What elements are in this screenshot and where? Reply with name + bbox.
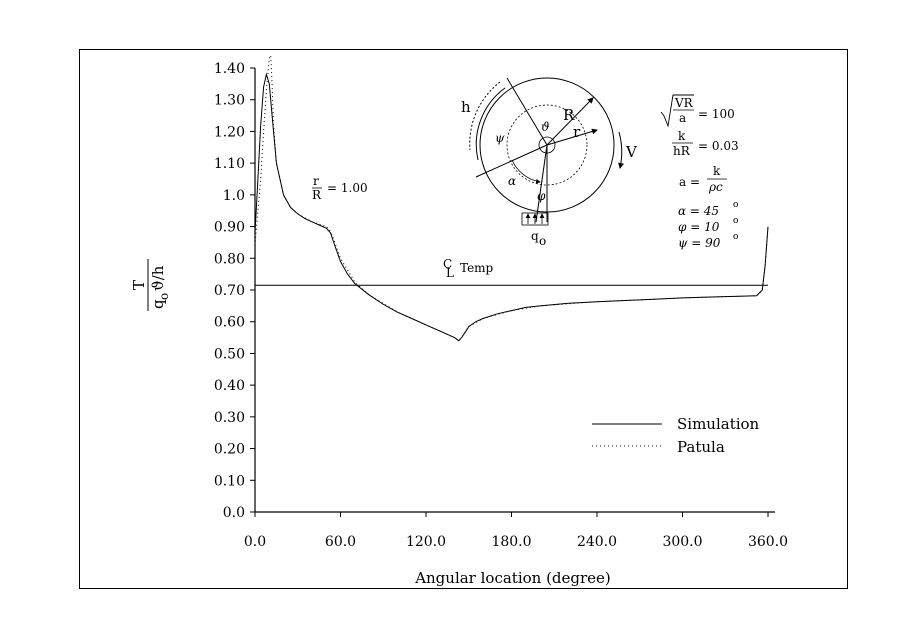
label-theta: ϑ xyxy=(541,120,550,134)
legend-simulation-label: Simulation xyxy=(677,415,760,433)
heat-flux-box xyxy=(521,212,549,226)
parameters-block: VR a = 100 k hR = 0.03 a = k ρc α = 45 o… xyxy=(660,94,739,250)
y-tick-label: 0.80 xyxy=(214,251,245,267)
param-alpha: α = 45 xyxy=(678,204,719,218)
param1-value: = 100 xyxy=(698,107,735,121)
ratio-den: R xyxy=(312,188,322,202)
param-psi-deg: o xyxy=(733,232,738,242)
param3-num: k xyxy=(713,164,721,178)
y-tick-label: 1.0 xyxy=(223,188,245,204)
rotation-arrow xyxy=(618,131,624,169)
param-psi: ψ = 90 xyxy=(678,236,721,250)
x-ticks: 0.0 60.0 120.0 180.0 240.0 300.0 360.0 xyxy=(244,512,788,550)
legend: Simulation Patula xyxy=(592,415,760,456)
param2-num: k xyxy=(678,129,686,143)
sqrt-sign xyxy=(660,94,694,128)
boundary-line-top xyxy=(506,77,548,146)
param3-den: ρc xyxy=(708,180,723,194)
label-V: V xyxy=(625,143,638,161)
centerline-label: C L Temp xyxy=(443,257,494,280)
y-tick-label: 1.30 xyxy=(214,93,245,109)
y-tick-label: 0.0 xyxy=(223,505,245,521)
y-tick-label: 0.60 xyxy=(214,315,245,331)
x-tick-label: 300.0 xyxy=(662,534,702,550)
label-R: R xyxy=(563,106,575,124)
inner-arc xyxy=(506,104,588,186)
centerline-label-text: Temp xyxy=(460,261,494,275)
y-tick-label: 1.10 xyxy=(214,156,245,172)
x-tick-label: 180.0 xyxy=(491,534,531,550)
param2-value: = 0.03 xyxy=(698,139,739,153)
radius-R-line xyxy=(546,97,594,146)
ratio-num: r xyxy=(313,174,319,188)
param-phi: φ = 10 xyxy=(678,220,720,234)
label-phi: φ xyxy=(537,189,546,203)
x-tick-label: 120.0 xyxy=(406,534,446,550)
y-tick-label: 1.20 xyxy=(214,124,245,140)
x-tick-label: 240.0 xyxy=(577,534,617,550)
x-tick-label: 0.0 xyxy=(244,534,266,550)
param1-num: VR xyxy=(674,96,694,110)
cylinder-diagram: h R r V ϑ ψ α φ q o xyxy=(461,77,638,248)
boundary-line-left xyxy=(475,144,548,178)
y-axis-label: T q o ϑ/h xyxy=(130,259,171,311)
y-tick-label: 0.90 xyxy=(214,220,245,236)
radius-r-line xyxy=(546,128,598,146)
boundary-line-bottom1 xyxy=(535,144,548,223)
y-tick-label: 0.70 xyxy=(214,283,245,299)
x-axis-label: Angular location (degree) xyxy=(414,569,611,587)
y-ticks: 0.0 0.10 0.20 0.30 0.40 0.50 0.60 0.70 0.80 0.90 1… xyxy=(214,61,255,521)
y-tick-label: 0.20 xyxy=(214,442,245,458)
centerline-label-c: C xyxy=(443,257,452,271)
y-tick-label: 0.10 xyxy=(214,473,245,489)
param-alpha-deg: o xyxy=(733,200,738,210)
label-q: q xyxy=(531,229,539,243)
legend-patula-label: Patula xyxy=(677,438,725,456)
h-arc-inner xyxy=(475,87,506,161)
param2-den: hR xyxy=(673,144,691,158)
centerline-label-l: L xyxy=(446,266,454,280)
y-label-q-sub: o xyxy=(157,293,171,300)
label-alpha: α xyxy=(508,174,516,188)
param-phi-deg: o xyxy=(733,216,738,226)
y-label-q: q xyxy=(149,299,167,309)
label-h: h xyxy=(461,98,471,116)
y-tick-label: 0.50 xyxy=(214,346,245,362)
y-tick-label: 1.40 xyxy=(214,61,245,77)
h-arc-outer xyxy=(469,81,501,151)
y-label-numerator: T xyxy=(130,280,148,290)
ratio-value: = 1.00 xyxy=(327,181,368,195)
y-tick-label: 0.30 xyxy=(214,410,245,426)
label-psi: ψ xyxy=(495,131,505,145)
x-tick-label: 360.0 xyxy=(748,534,788,550)
param3-left: a = xyxy=(679,175,700,189)
alpha-arc xyxy=(511,159,541,184)
ratio-annotation: r R = 1.00 xyxy=(312,174,368,202)
param1-den: a xyxy=(679,111,686,125)
label-r: r xyxy=(573,123,581,141)
y-label-rest: ϑ/h xyxy=(149,265,167,291)
x-tick-label: 60.0 xyxy=(325,534,356,550)
y-tick-label: 0.40 xyxy=(214,378,245,394)
figure-frame xyxy=(79,49,848,589)
label-q-sub: o xyxy=(539,234,546,248)
